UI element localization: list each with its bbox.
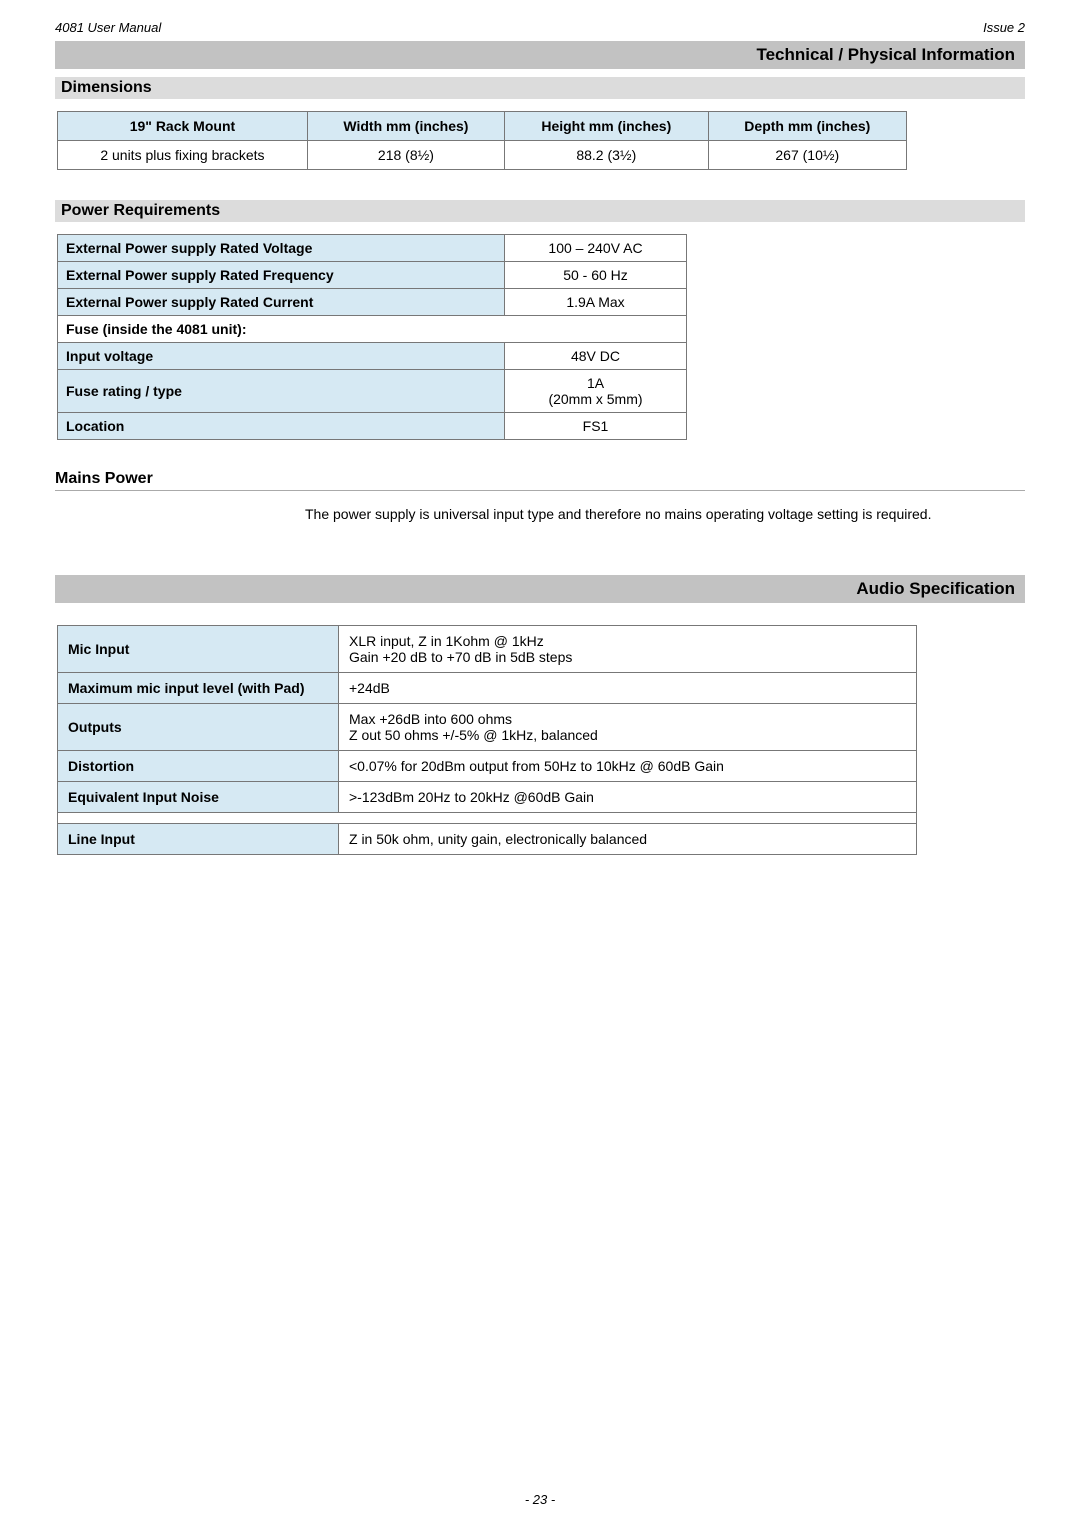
audio-label: Outputs [58, 703, 339, 750]
spacer-row [58, 812, 917, 823]
fuse-span: Fuse (inside the 4081 unit): [58, 316, 687, 343]
table-header-row: 19" Rack Mount Width mm (inches) Height … [58, 112, 907, 141]
audio-value: >-123dBm 20Hz to 20kHz @60dB Gain [339, 781, 917, 812]
decorative-swoosh [0, 847, 620, 1527]
fuse-label: Input voltage [58, 343, 505, 370]
fuse-label: Fuse rating / type [58, 370, 505, 413]
page-number: - 23 - [0, 1492, 1080, 1507]
cell-width: 218 (8½) [307, 141, 504, 170]
table-row: Equivalent Input Noise >-123dBm 20Hz to … [58, 781, 917, 812]
power-value: 50 - 60 Hz [505, 262, 687, 289]
audio-label: Equivalent Input Noise [58, 781, 339, 812]
power-req-table: External Power supply Rated Voltage 100 … [57, 234, 687, 440]
col-height: Height mm (inches) [505, 112, 709, 141]
power-label: External Power supply Rated Voltage [58, 235, 505, 262]
audio-spec-table: Mic Input XLR input, Z in 1Kohm @ 1kHz G… [57, 625, 917, 855]
cell-depth: 267 (10½) [708, 141, 906, 170]
power-value: 1.9A Max [505, 289, 687, 316]
audio-label: Maximum mic input level (with Pad) [58, 672, 339, 703]
dimensions-table: 19" Rack Mount Width mm (inches) Height … [57, 111, 907, 170]
page-header: 4081 User Manual Issue 2 [55, 20, 1025, 35]
audio-value: Max +26dB into 600 ohms Z out 50 ohms +/… [339, 703, 917, 750]
fuse-value: 1A (20mm x 5mm) [505, 370, 687, 413]
audio-label: Distortion [58, 750, 339, 781]
col-depth: Depth mm (inches) [708, 112, 906, 141]
power-label: External Power supply Rated Frequency [58, 262, 505, 289]
table-row: Distortion <0.07% for 20dBm output from … [58, 750, 917, 781]
section-audio-spec: Audio Specification [55, 575, 1025, 603]
audio-value: Z in 50k ohm, unity gain, electronically… [339, 823, 917, 854]
col-rack: 19" Rack Mount [58, 112, 308, 141]
table-row: 2 units plus fixing brackets 218 (8½) 88… [58, 141, 907, 170]
table-row: Fuse (inside the 4081 unit): [58, 316, 687, 343]
doc-title: 4081 User Manual [55, 20, 161, 35]
table-row: External Power supply Rated Voltage 100 … [58, 235, 687, 262]
col-width: Width mm (inches) [307, 112, 504, 141]
dimensions-heading: Dimensions [55, 77, 1025, 99]
audio-label: Mic Input [58, 625, 339, 672]
fuse-value: 48V DC [505, 343, 687, 370]
audio-value: XLR input, Z in 1Kohm @ 1kHz Gain +20 dB… [339, 625, 917, 672]
table-row: External Power supply Rated Frequency 50… [58, 262, 687, 289]
table-row: Outputs Max +26dB into 600 ohms Z out 50… [58, 703, 917, 750]
audio-label: Line Input [58, 823, 339, 854]
table-row: Line Input Z in 50k ohm, unity gain, ele… [58, 823, 917, 854]
cell-rack: 2 units plus fixing brackets [58, 141, 308, 170]
power-label: External Power supply Rated Current [58, 289, 505, 316]
audio-value: +24dB [339, 672, 917, 703]
table-row: Location FS1 [58, 413, 687, 440]
mains-power-text: The power supply is universal input type… [305, 505, 965, 525]
table-row: Input voltage 48V DC [58, 343, 687, 370]
table-row: Mic Input XLR input, Z in 1Kohm @ 1kHz G… [58, 625, 917, 672]
table-row: External Power supply Rated Current 1.9A… [58, 289, 687, 316]
power-value: 100 – 240V AC [505, 235, 687, 262]
section-technical-physical: Technical / Physical Information [55, 41, 1025, 69]
power-req-heading: Power Requirements [55, 200, 1025, 222]
mains-power-heading: Mains Power [55, 470, 1025, 491]
fuse-value: FS1 [505, 413, 687, 440]
issue-number: Issue 2 [983, 20, 1025, 35]
audio-value: <0.07% for 20dBm output from 50Hz to 10k… [339, 750, 917, 781]
table-row: Fuse rating / type 1A (20mm x 5mm) [58, 370, 687, 413]
table-row: Maximum mic input level (with Pad) +24dB [58, 672, 917, 703]
fuse-label: Location [58, 413, 505, 440]
cell-height: 88.2 (3½) [505, 141, 709, 170]
